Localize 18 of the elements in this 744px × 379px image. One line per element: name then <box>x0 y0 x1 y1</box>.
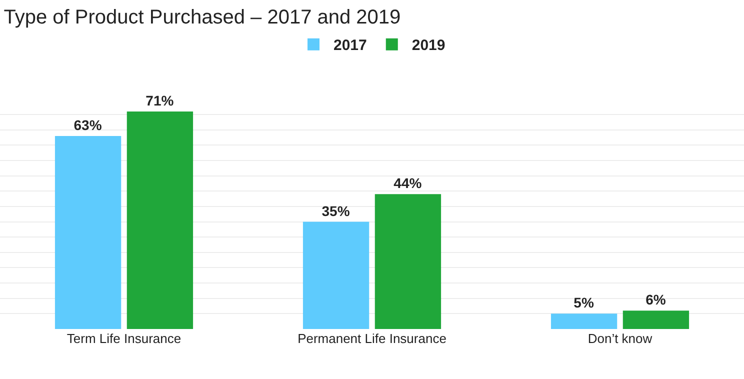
data-label: 44% <box>394 175 422 192</box>
data-label: 71% <box>146 92 174 108</box>
legend-label: 2017 <box>334 37 367 54</box>
bar <box>54 136 122 329</box>
data-label: 5% <box>574 294 594 311</box>
x-tick-label: Permanent Life Insurance <box>298 331 446 346</box>
x-tick-label: Term Life Insurance <box>66 331 182 346</box>
bar <box>302 222 370 329</box>
data-label: 63% <box>74 116 102 133</box>
data-label: 6% <box>646 292 666 308</box>
bar <box>374 194 442 329</box>
bar <box>622 310 690 329</box>
legend-label: 2019 <box>412 37 446 54</box>
chart-title: Type of Product Purchased – 2017 and 2019 <box>4 6 401 28</box>
bar <box>126 111 194 329</box>
x-tick-label: Don’t know <box>588 331 653 346</box>
bar <box>550 314 618 329</box>
data-label: 35% <box>322 202 350 219</box>
